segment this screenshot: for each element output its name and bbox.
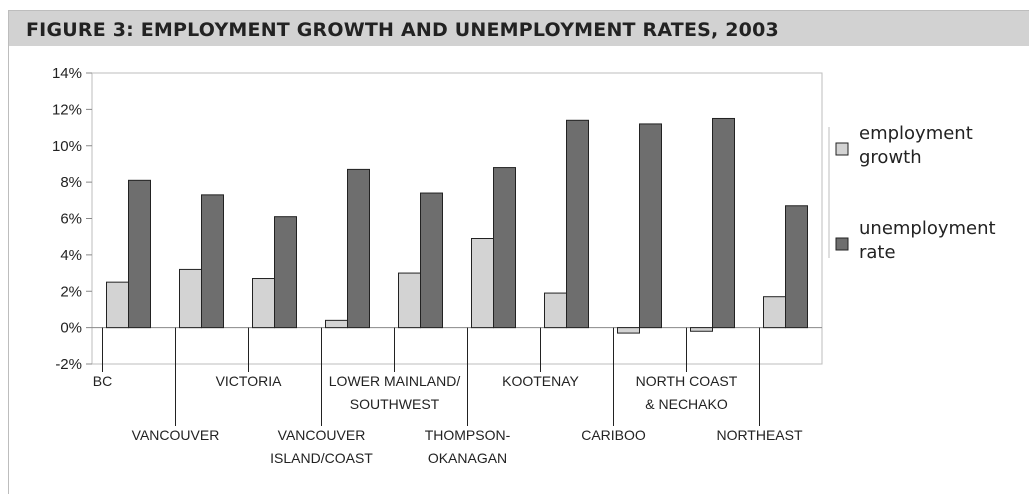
legend-swatch-employment	[835, 142, 849, 156]
figure-frame	[8, 10, 1029, 494]
bar-unemployment-rate	[712, 117, 735, 329]
bar-employment-growth	[252, 278, 275, 329]
y-tick-label: 0%	[60, 320, 82, 337]
y-tick-label: 2%	[60, 283, 82, 300]
legend-swatch-unemployment	[835, 237, 849, 251]
bar-employment-growth	[617, 327, 640, 334]
bar-employment-growth	[325, 319, 348, 329]
bar-unemployment-rate	[785, 205, 808, 329]
y-tick-label: -2%	[55, 356, 82, 373]
category-label: VICTORIA	[216, 373, 283, 389]
bar-employment-growth	[690, 327, 713, 332]
bar-unemployment-rate	[274, 216, 297, 329]
bar-unemployment-rate	[201, 194, 224, 329]
category-label: NORTHEAST	[716, 427, 803, 443]
category-label: OKANAGAN	[428, 450, 507, 466]
legend-label: employment	[859, 123, 973, 144]
bar-employment-growth	[179, 268, 202, 329]
category-label: ISLAND/COAST	[270, 450, 373, 466]
category-label: CARIBOO	[581, 427, 646, 443]
y-tick-label: 10%	[52, 138, 82, 155]
bar-unemployment-rate	[566, 119, 589, 329]
y-tick-label: 14%	[52, 65, 82, 82]
y-tick-label: 6%	[60, 211, 82, 228]
bar-unemployment-rate	[420, 192, 443, 329]
bar-unemployment-rate	[128, 179, 151, 329]
bar-employment-growth	[544, 292, 567, 329]
bar-unemployment-rate	[639, 123, 662, 329]
title-band	[9, 11, 1029, 46]
legend-label: unemployment	[859, 218, 996, 239]
category-label: VANCOUVER	[132, 427, 220, 443]
y-tick-label: 8%	[60, 174, 82, 191]
category-label: & NECHAKO	[645, 396, 728, 412]
legend-label: growth	[859, 147, 922, 168]
bar-employment-growth	[763, 296, 786, 329]
y-tick-label: 4%	[60, 247, 82, 264]
bar-unemployment-rate	[347, 168, 370, 329]
category-label: BC	[93, 373, 112, 389]
figure-title: FIGURE 3: EMPLOYMENT GROWTH AND UNEMPLOY…	[26, 19, 779, 41]
y-tick-label: 12%	[52, 101, 82, 118]
category-label: KOOTENAY	[502, 373, 579, 389]
category-label: LOWER MAINLAND/	[329, 373, 461, 389]
bar-employment-growth	[106, 281, 129, 329]
category-label: NORTH COAST	[636, 373, 738, 389]
bar-employment-growth	[471, 238, 494, 329]
bar-unemployment-rate	[493, 167, 516, 329]
category-label: THOMPSON-	[425, 427, 511, 443]
bar-employment-growth	[398, 272, 421, 329]
category-label: VANCOUVER	[278, 427, 366, 443]
category-label: SOUTHWEST	[350, 396, 440, 412]
legend-label: rate	[859, 242, 896, 263]
